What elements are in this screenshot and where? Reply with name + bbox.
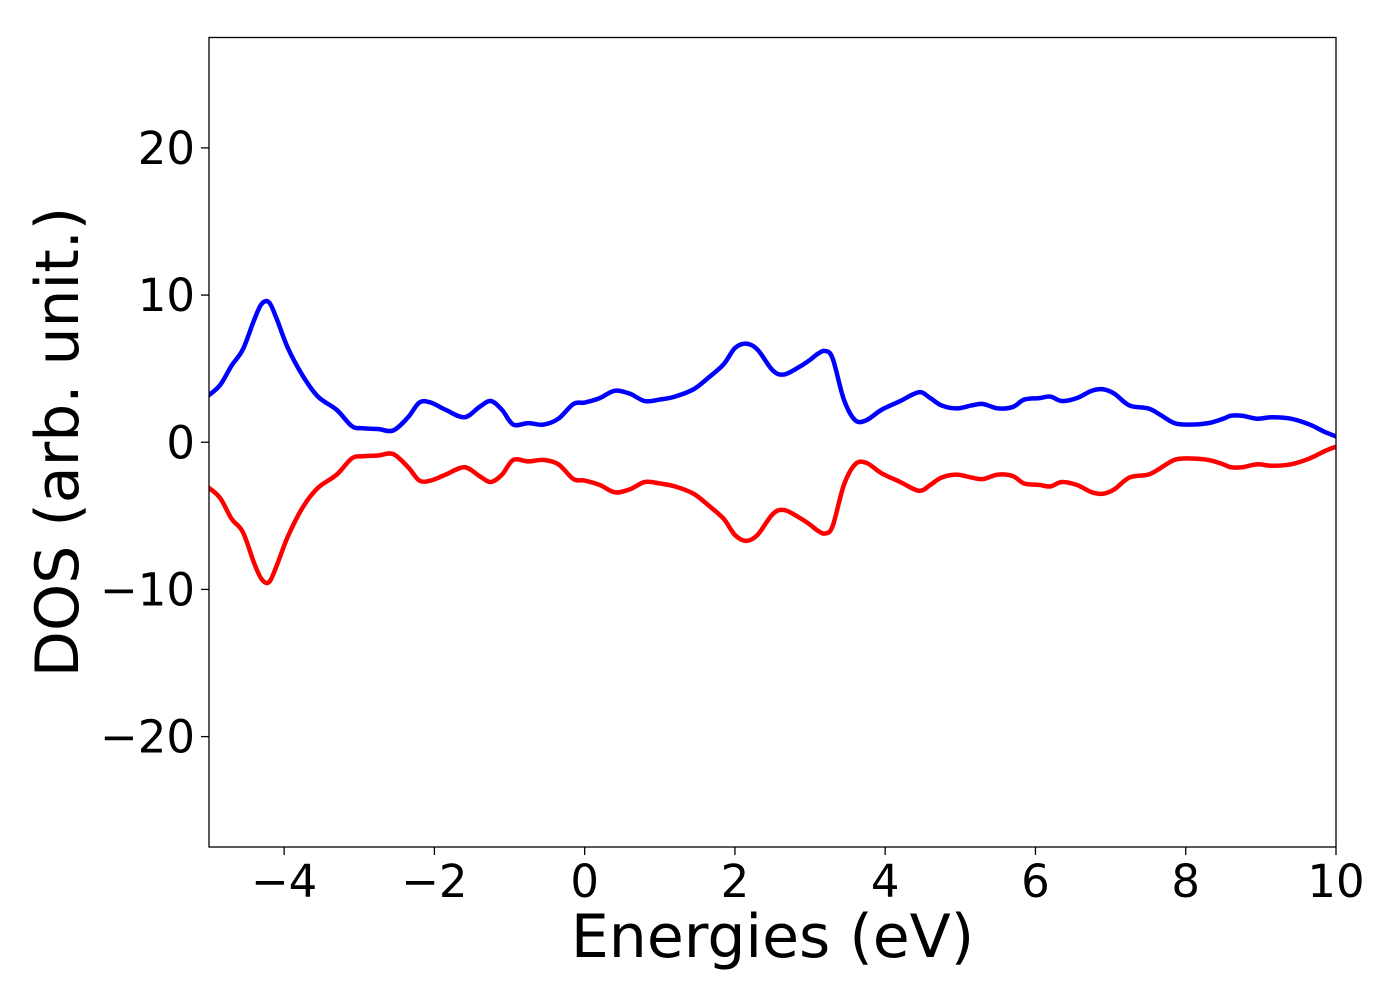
y-axis-label: DOS (arb. unit.) <box>23 207 93 677</box>
y-tick-label: 10 <box>138 269 195 322</box>
x-tick-label: 2 <box>721 855 750 908</box>
x-tick-label: 0 <box>570 855 599 908</box>
x-axis: −4 −2 0 2 4 6 8 10 <box>251 847 1365 908</box>
y-axis: −20 −10 0 10 20 <box>100 122 209 764</box>
x-tick-label: 8 <box>1171 855 1200 908</box>
x-tick-label: 6 <box>1021 855 1050 908</box>
y-tick-label: 20 <box>138 122 195 175</box>
spin-up-dos-line <box>209 298 1336 439</box>
spin-down-dos-line <box>209 444 1336 586</box>
y-tick-label: 0 <box>166 416 195 469</box>
y-tick-label: −20 <box>100 711 195 764</box>
y-tick-label: −10 <box>100 563 195 616</box>
x-tick-label: −2 <box>401 855 467 908</box>
x-tick-label: −4 <box>251 855 317 908</box>
plot-area <box>209 298 1336 586</box>
plot-frame <box>208 36 1337 848</box>
x-tick-label: 10 <box>1307 855 1364 908</box>
x-tick-label: 4 <box>871 855 900 908</box>
x-axis-label: Energies (eV) <box>571 902 974 972</box>
